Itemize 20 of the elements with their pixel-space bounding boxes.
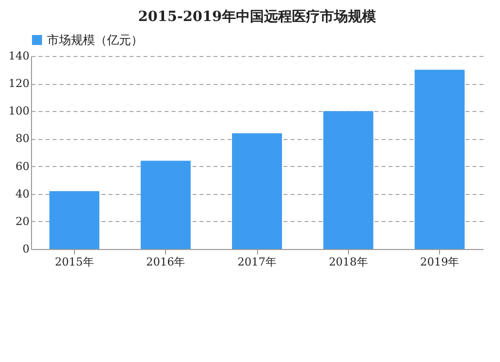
x-tick-label: 2015年 — [54, 256, 94, 268]
y-tick-label: 80 — [16, 132, 30, 146]
y-tick-label: 40 — [16, 187, 30, 200]
bar — [49, 191, 100, 249]
y-tick-label: 120 — [8, 77, 30, 90]
y-tick-label: 140 — [8, 50, 30, 62]
x-tick-label: 2019年 — [420, 256, 460, 268]
x-tick-label: 2018年 — [328, 256, 368, 268]
y-tick-label: 0 — [22, 242, 30, 256]
legend-label: 市场规模（亿元） — [47, 33, 143, 47]
y-tick-label: 100 — [8, 104, 30, 118]
chart-title: 2015-2019年中国远程医疗市场规模 — [138, 8, 377, 25]
x-tick-label: 2017年 — [238, 256, 276, 268]
bar — [232, 133, 282, 249]
bar — [414, 70, 465, 249]
bar — [140, 160, 191, 249]
y-tick-label: 60 — [16, 160, 30, 173]
bar — [323, 111, 374, 249]
y-tick-label: 20 — [16, 214, 30, 228]
x-tick-label: 2016年 — [146, 256, 186, 268]
